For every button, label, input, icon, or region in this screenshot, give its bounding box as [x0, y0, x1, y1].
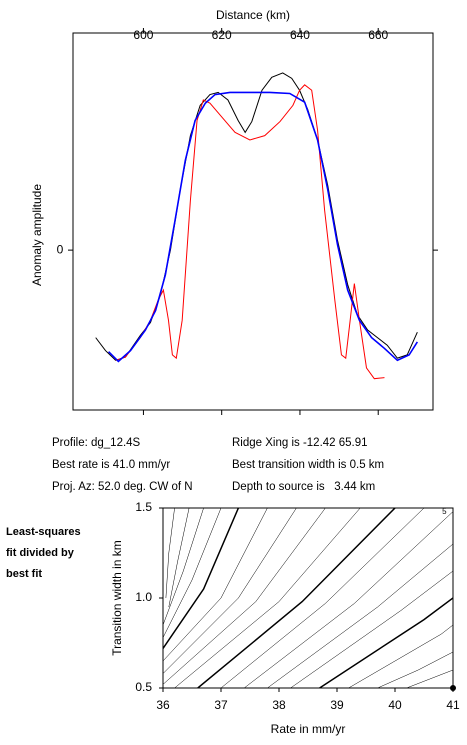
contour-line: [244, 511, 453, 688]
top-frame: [72, 32, 434, 411]
info-text: Profile: dg_12.4S: [52, 437, 141, 449]
contour-area: [163, 508, 453, 688]
side-note: Least-squares: [6, 526, 81, 538]
y-tick-label: 1.0: [135, 590, 152, 604]
info-text: Proj. Az: 52.0 deg. CW of N: [52, 481, 193, 493]
x-tick-label: 37: [214, 698, 228, 712]
contour-line: [163, 508, 326, 685]
info-text: Best transition width is 0.5 km: [232, 459, 384, 471]
y-axis-title: Anomaly amplitude: [30, 184, 44, 286]
side-note: fit divided by: [6, 547, 75, 559]
x-tick-label: 600: [133, 28, 153, 42]
side-note: best fit: [6, 568, 42, 580]
best-fit-marker: [450, 685, 456, 691]
x-tick-label: 40: [388, 698, 402, 712]
contour-label: 5: [442, 507, 447, 516]
y-axis-title: Transition width in km: [110, 540, 124, 656]
x-tick-label: 41: [446, 698, 460, 712]
contour-line: [163, 508, 240, 649]
x-tick-label: 620: [212, 28, 232, 42]
data-line: [115, 84, 385, 380]
contour-line: [220, 508, 425, 688]
info-text: Depth to source is 3.44 km: [232, 481, 375, 493]
contour-line: [406, 669, 453, 688]
y-tick-label: 0.5: [135, 680, 152, 694]
x-tick-label: 640: [290, 28, 310, 42]
contour-line: [377, 651, 453, 688]
info-text: Best rate is 41.0 mm/yr: [52, 459, 170, 471]
x-tick-label: 38: [272, 698, 286, 712]
contour-line: [267, 543, 453, 688]
x-tick-label: 36: [156, 698, 170, 712]
x-axis-title: Distance (km): [216, 8, 290, 22]
contour-line: [174, 508, 361, 688]
contour-line: [165, 508, 175, 599]
data-line: [108, 91, 419, 363]
contour-line: [348, 624, 453, 688]
contour-line: [290, 570, 453, 688]
contour-line: [163, 508, 268, 662]
contour-line: [163, 508, 222, 638]
bottom-frame: [162, 507, 454, 689]
contour-line: [163, 508, 297, 674]
contour-line: [163, 508, 204, 626]
info-text: Ridge Xing is -12.42 65.91: [232, 437, 368, 449]
x-axis-title: Rate in mm/yr: [271, 722, 346, 736]
contour-line: [197, 508, 396, 688]
contour-line: [319, 597, 453, 688]
x-tick-label: 660: [368, 28, 388, 42]
contour-line: [168, 508, 190, 608]
x-tick-label: 39: [330, 698, 344, 712]
y-tick-label: 0: [57, 242, 64, 256]
data-line: [95, 72, 418, 361]
y-tick-label: 1.5: [135, 500, 152, 514]
